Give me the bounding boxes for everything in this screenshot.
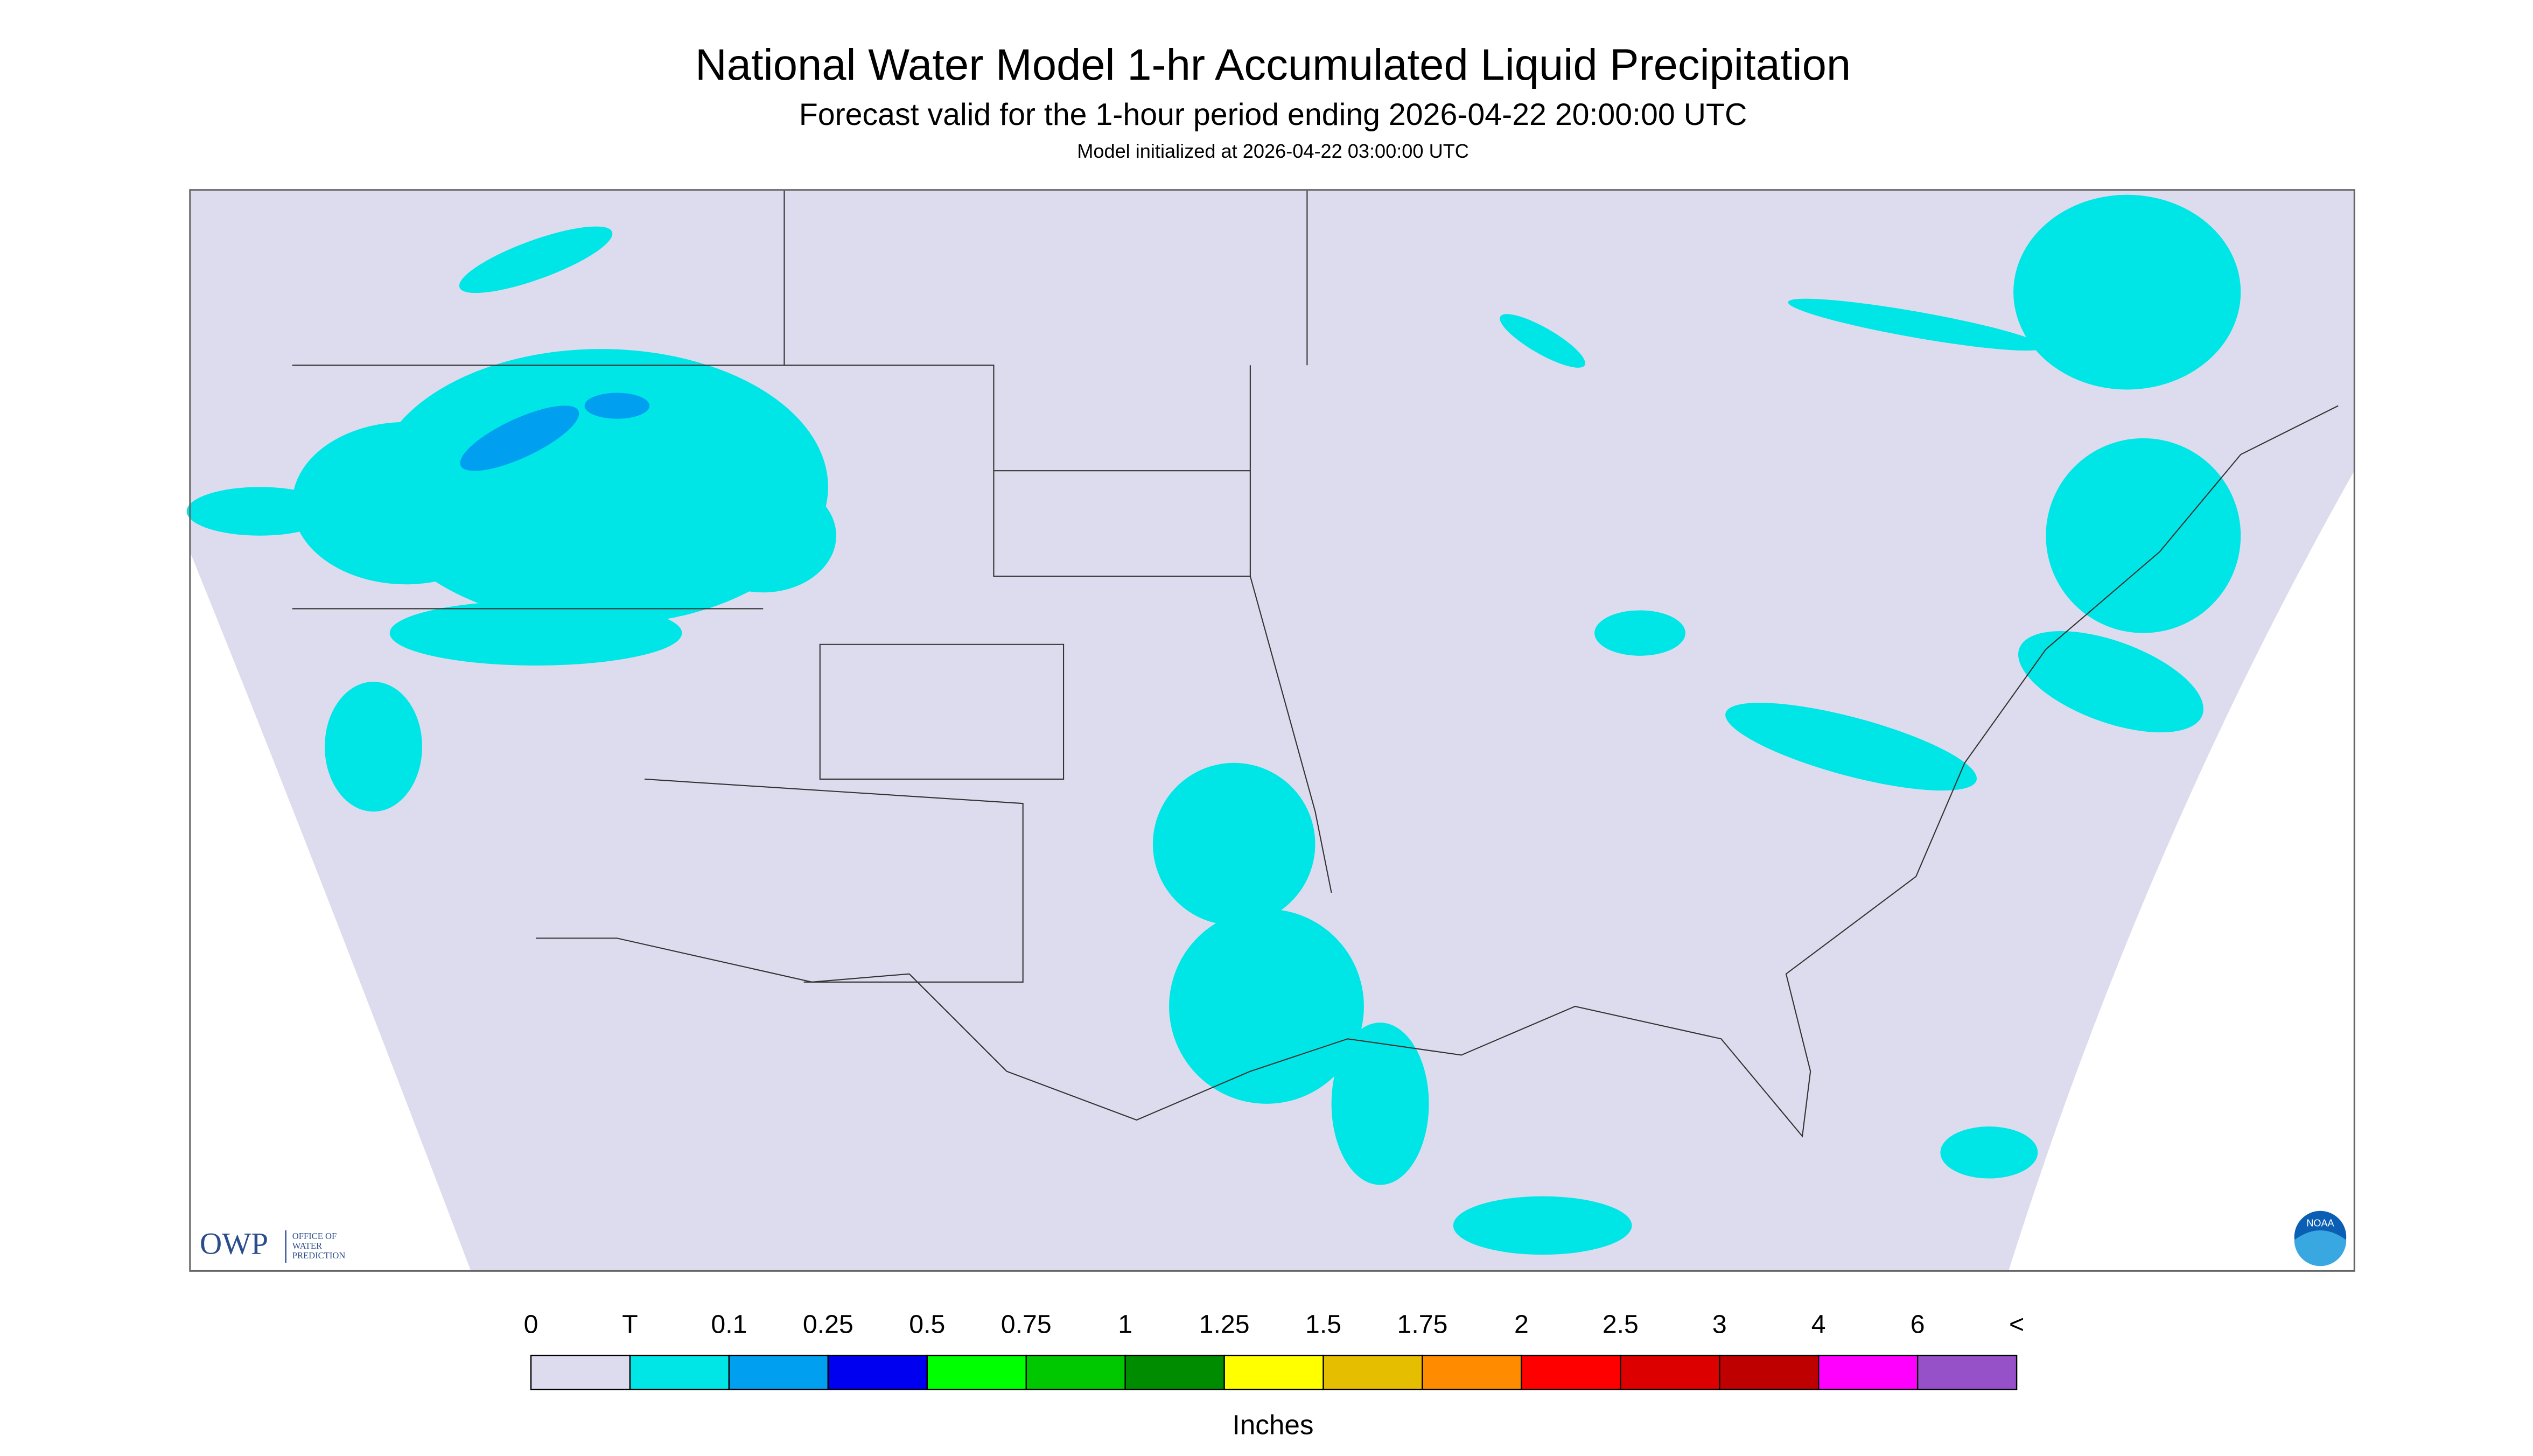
colorbar-box xyxy=(728,1354,829,1390)
noaa-logo-text: NOAA xyxy=(2306,1218,2334,1229)
colorbar-box xyxy=(926,1354,1027,1390)
map-background xyxy=(190,190,2355,1271)
colorbar-box xyxy=(1521,1354,1621,1390)
colorbar-label: 1.5 xyxy=(1305,1310,1341,1339)
colorbar-label: 0.25 xyxy=(803,1310,853,1339)
colorbar-label: 2 xyxy=(1514,1310,1529,1339)
colorbar-box xyxy=(1818,1354,1919,1390)
colorbar-label: 2.5 xyxy=(1603,1310,1639,1339)
colorbar-box xyxy=(1719,1354,1820,1390)
precip-areas xyxy=(186,194,2241,1255)
colorbar-box xyxy=(1916,1354,2018,1390)
noaa-logo: NOAA xyxy=(2294,1210,2347,1266)
colorbar-box xyxy=(1124,1354,1225,1390)
colorbar-box xyxy=(530,1354,631,1390)
colorbar-box xyxy=(1323,1354,1423,1390)
colorbar-label: 1.75 xyxy=(1397,1310,1448,1339)
colorbar-label: < xyxy=(2009,1310,2024,1339)
colorbar-box xyxy=(1025,1354,1126,1390)
colorbar-box xyxy=(1620,1354,1720,1390)
colorbar-label: 0.75 xyxy=(1001,1310,1052,1339)
colorbar-label: T xyxy=(622,1310,638,1339)
colorbar-box xyxy=(1223,1354,1324,1390)
precip-core xyxy=(460,393,650,471)
title: National Water Model 1-hr Accumulated Li… xyxy=(695,40,1851,89)
owp-subtext: OFFICE OF xyxy=(292,1231,337,1241)
colorbar-label: 4 xyxy=(1811,1310,1826,1339)
map-panel xyxy=(186,189,2355,1272)
colorbar-label: 0.1 xyxy=(711,1310,747,1339)
owp-logo-text: OWP xyxy=(200,1227,268,1261)
init-note: Model initialized at 2026-04-22 03:00:00… xyxy=(1077,140,1469,162)
colorbar-label: 1.25 xyxy=(1199,1310,1250,1339)
colorbar-box xyxy=(1422,1354,1522,1390)
owp-logo: OWP OFFICE OF WATER PREDICTION xyxy=(200,1227,345,1263)
projection-mask-left xyxy=(190,551,471,1271)
boundaries xyxy=(292,190,2339,1138)
colorbar-label: 6 xyxy=(1911,1310,1925,1339)
colorbar-unit: Inches xyxy=(1233,1409,1314,1440)
subtitle: Forecast valid for the 1-hour period end… xyxy=(799,97,1747,132)
colorbar-label: 1 xyxy=(1118,1310,1132,1339)
projection-mask-right xyxy=(2009,471,2355,1271)
colorbar-label: 0.5 xyxy=(909,1310,945,1339)
colorbar-label: 0 xyxy=(524,1310,538,1339)
colorbar-box xyxy=(629,1354,730,1390)
map-frame xyxy=(189,189,2355,1272)
colorbar-box xyxy=(827,1354,928,1390)
colorbar-label: 3 xyxy=(1712,1310,1727,1339)
owp-subtext: WATER xyxy=(292,1241,323,1251)
colorbar: 0 T 0.1 0.25 0.5 0.75 1 1.25 1.5 1.75 2 2.5 3 4 6 < xyxy=(524,1310,2024,1390)
owp-subtext: PREDICTION xyxy=(292,1250,346,1261)
